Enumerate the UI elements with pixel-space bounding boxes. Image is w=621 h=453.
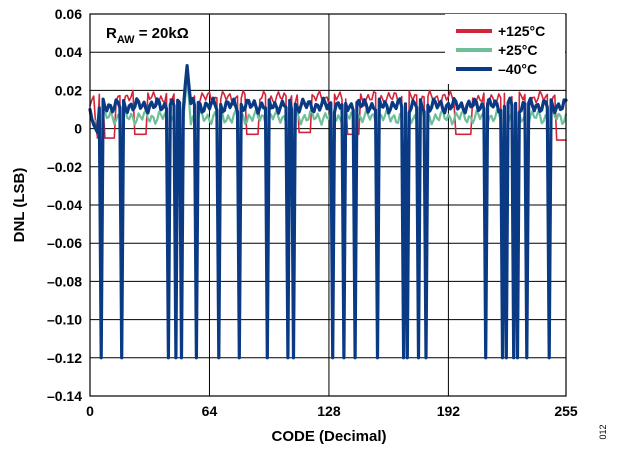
series-line-2 [88,63,568,360]
y-tick-label: 0.02 [55,82,82,98]
y-tick-label: –0.04 [47,197,82,213]
y-tick-label: –0.14 [47,388,82,404]
legend-label: +125°C [498,23,545,39]
y-tick-label: 0.04 [55,44,82,60]
figure-id: 012 [598,424,608,439]
annotation: RAW = 20kΩ [106,25,189,46]
annotation-rest: = 20kΩ [135,25,189,42]
y-tick-label: –0.02 [47,159,82,175]
series-line-0 [89,85,567,353]
y-tick-label: –0.12 [47,350,82,366]
y-tick-label: –0.10 [47,312,82,328]
plot-frame [89,13,567,397]
x-tick-label: 192 [437,403,461,419]
legend: +125°C +25°C –40°C [445,14,565,84]
x-tick-label: 0 [86,403,94,419]
annotation-subscript: AW [117,34,135,46]
y-axis-label: DNL (LSB) [11,168,28,243]
x-tick-label: 255 [554,403,578,419]
series-line-1 [88,77,568,356]
x-tick-label: 128 [317,403,341,419]
y-tick-label: –0.08 [47,273,82,289]
y-tick-label: 0.06 [55,6,82,22]
x-tick-label: 64 [202,403,218,419]
legend-label: –40°C [498,61,537,77]
series-layer [88,63,568,360]
axis-layer: 0.06 0.04 0.02 0 –0.02 –0.04 –0.06 –0.08 –0.10 –0… [47,6,578,419]
y-tick-label: 0 [74,121,82,137]
y-tick-label: –0.06 [47,235,82,251]
legend-label: +25°C [498,42,537,58]
annotation-label: RAW = 20kΩ [106,25,189,46]
annotation-main: R [106,25,117,42]
x-axis-label: CODE (Decimal) [271,428,386,445]
